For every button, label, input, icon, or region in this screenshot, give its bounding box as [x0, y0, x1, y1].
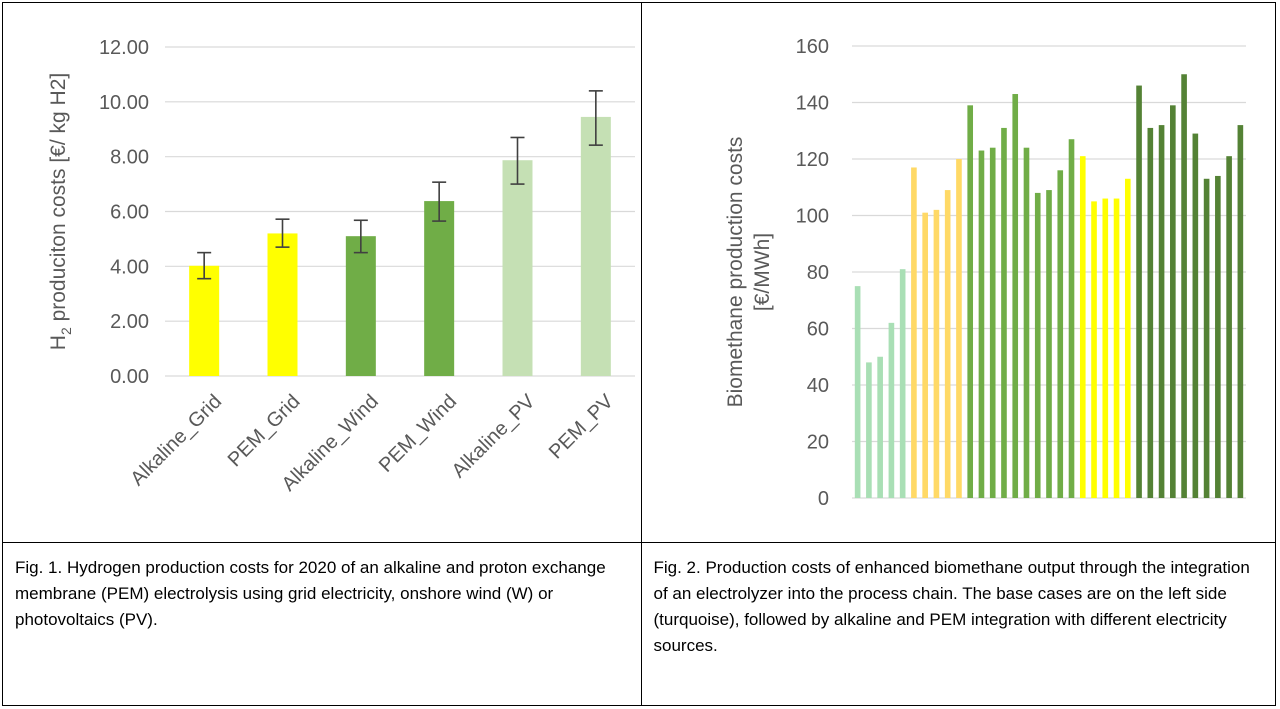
- figure-1-cell: 0.00 2.00 4.00 6.00 8.00 10.00 12.00 Alkaline_G…: [2, 2, 642, 543]
- figure-1-caption-cell: Fig. 1. Hydrogen production costs for 20…: [2, 541, 642, 706]
- error-bar: [275, 218, 290, 248]
- y-tick-label: 10.00: [99, 92, 149, 114]
- bar: [989, 147, 996, 498]
- bar: [1180, 74, 1187, 498]
- bar: [1203, 178, 1209, 498]
- bar: [955, 159, 962, 498]
- y-tick-label: 0.00: [110, 366, 149, 388]
- bar: [1214, 175, 1221, 498]
- bar: [1192, 133, 1198, 498]
- error-bar: [353, 219, 368, 254]
- figure-1-caption: Fig. 1. Hydrogen production costs for 20…: [15, 557, 606, 629]
- bar: [1034, 192, 1041, 498]
- hydrogen-cost-chart: 0.00 2.00 4.00 6.00 8.00 10.00 12.00 Alkaline_G…: [47, 37, 635, 496]
- y-axis-title-line2: [€/MWh]: [751, 233, 774, 311]
- bar: [921, 212, 928, 499]
- y-tick-label: 4.00: [110, 256, 149, 278]
- y-tick-label: 40: [806, 375, 828, 397]
- x-tick-label: PEM_PV: [545, 390, 618, 463]
- x-tick-label: Alkaline_Grid: [127, 390, 227, 490]
- bar: [1079, 156, 1086, 499]
- bar: [345, 236, 376, 376]
- bar: [1158, 125, 1164, 498]
- bar: [1135, 85, 1142, 499]
- bar: [1101, 198, 1108, 499]
- x-tick-label: PEM_Wind: [375, 390, 461, 476]
- x-tick-label: Alkaline_PV: [448, 390, 540, 482]
- y-tick-label: 8.00: [110, 147, 149, 169]
- bar: [1124, 178, 1131, 498]
- error-bar: [588, 90, 603, 146]
- bar: [1068, 139, 1074, 498]
- bar: [1237, 125, 1243, 498]
- y-tick-label: 60: [806, 319, 828, 341]
- bar: [502, 160, 533, 376]
- y-tick-label: 12.00: [99, 37, 149, 59]
- bar: [1023, 147, 1029, 498]
- error-bar: [510, 136, 525, 185]
- bar: [1056, 170, 1063, 499]
- bar: [580, 116, 611, 376]
- figure-2-caption-cell: Fig. 2. Production costs of enhanced bio…: [640, 541, 1276, 706]
- biomethane-cost-chart: 0 20 40 60 80 100 120 140 160 Biomethane producti…: [724, 36, 1246, 510]
- y-tick-label: 2.00: [110, 311, 149, 333]
- figure-2-caption: Fig. 2. Production costs of enhanced bio…: [653, 557, 1250, 655]
- bar: [876, 356, 883, 498]
- x-tick-label: PEM_Grid: [224, 390, 305, 471]
- bar: [267, 233, 298, 376]
- bar: [854, 286, 860, 498]
- bar: [910, 167, 917, 498]
- bar: [424, 201, 455, 376]
- bar: [944, 190, 950, 498]
- bar: [1113, 198, 1119, 499]
- bar: [1045, 190, 1052, 498]
- y-tick-label: 0: [817, 488, 828, 510]
- figure-2-cell: 0 20 40 60 80 100 120 140 160 Biomethane producti…: [640, 2, 1276, 543]
- y-tick-label: 120: [795, 149, 828, 171]
- y-tick-label: 80: [806, 262, 828, 284]
- bar: [189, 265, 220, 376]
- bar: [1011, 94, 1018, 499]
- error-bar: [432, 181, 447, 222]
- bar: [1000, 127, 1007, 499]
- y-axis-title: H2 produciton costs [€/ kg H2]: [47, 73, 74, 350]
- y-axis-title-line1: Biomethane production costs: [724, 137, 747, 408]
- error-bar: [197, 251, 212, 280]
- bar: [899, 269, 905, 498]
- bar: [888, 322, 894, 498]
- bar: [1090, 201, 1097, 498]
- bar: [966, 105, 973, 498]
- bar: [1147, 127, 1153, 499]
- y-tick-label: 6.00: [110, 202, 149, 224]
- y-tick-label: 20: [806, 432, 828, 454]
- bar: [978, 150, 984, 498]
- y-tick-label: 160: [795, 36, 828, 58]
- y-tick-label: 100: [795, 206, 828, 228]
- y-tick-label: 140: [795, 93, 828, 115]
- bar: [933, 209, 939, 498]
- bar: [1169, 105, 1176, 498]
- bar: [1225, 156, 1232, 499]
- bar: [865, 362, 872, 498]
